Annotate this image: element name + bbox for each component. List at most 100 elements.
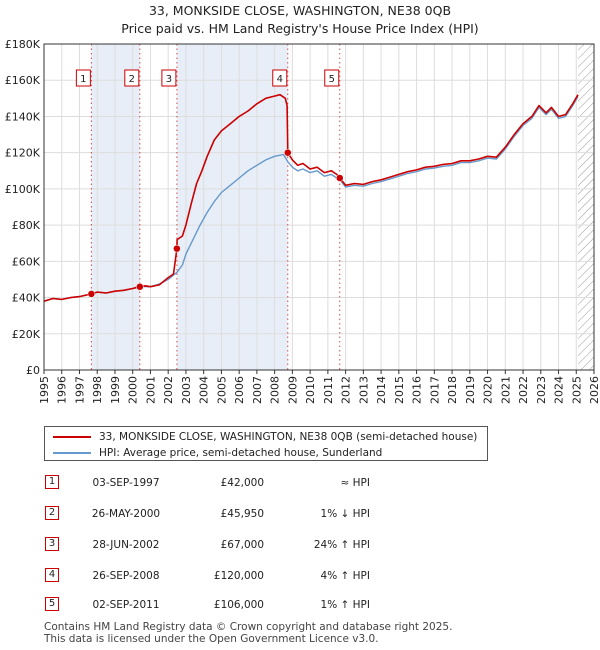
x-tick-label: 2011 [322,376,335,404]
y-tick-label: £0 [26,364,40,377]
x-tick-label: 2025 [570,376,583,404]
sale-label: 1 [80,74,86,85]
sale-point [136,283,144,291]
price-chart: 1 2 3 4 5 £0£20K£40K£60K£80K£100K£120K£140K£… [5,38,600,404]
title-line-1: 33, MONKSIDE CLOSE, WASHINGTON, NE38 0QB [148,3,452,18]
plot-frame [43,43,595,371]
sale-label-box [272,69,288,87]
x-tick-label: 2001 [144,376,157,404]
sale-date: 26-SEP-2008 [92,570,160,582]
sale-label: 3 [166,74,172,85]
footer: Contains HM Land Registry data © Crown c… [44,621,452,645]
sale-number-badge: 5 [45,597,59,611]
footer-line-1: Contains HM Land Registry data © Crown c… [44,621,453,633]
sale-date: 26-MAY-2000 [91,508,161,520]
sale-price: £67,000 [220,539,264,551]
x-tick-label: 2024 [553,376,566,404]
sale-shade-band [176,44,288,370]
sale-label: 4 [277,74,283,85]
y-tick-label: £60K [12,255,41,268]
sale-point [336,174,344,182]
sale-hpi-diff: ≈ HPI [340,477,370,489]
sale-number-badge: 4 [45,568,59,582]
x-tick-label: 2017 [428,376,441,404]
x-tick-label: 1998 [91,376,104,404]
sale-markers: 1 2 3 4 5 [75,69,344,298]
footer-line-2: This data is licensed under the Open Gov… [44,633,379,645]
x-tick-label: 2018 [446,376,459,404]
sale-label-box [75,69,91,87]
x-tick-label: 2004 [198,376,211,404]
y-tick-label: £180K [5,38,41,51]
sale-hpi-diff: 4% ↑ HPI [320,570,370,582]
x-tick-label: 2013 [357,376,370,404]
sale-price: £42,000 [220,477,264,489]
sale-price: £45,950 [220,508,264,520]
chart-title: 33, MONKSIDE CLOSE, WASHINGTON, NE38 0QB… [0,2,600,38]
sale-hpi-diff: 24% ↑ HPI [313,539,370,551]
legend-label-hpi: HPI: Average price, semi-detached house,… [99,447,383,459]
x-tick-label: 2003 [180,376,193,404]
y-tick-label: £120K [5,147,41,160]
sale-point [173,244,181,253]
legend-swatch-hpi [53,452,91,454]
x-tick-label: 1997 [73,376,86,404]
y-tick-label: £20K [12,328,41,341]
x-tick-label: 1999 [109,376,122,404]
sale-label: 2 [129,74,135,85]
sale-label-box [124,69,140,87]
legend: 33, MONKSIDE CLOSE, WASHINGTON, NE38 0QB… [44,426,488,461]
x-tick-label: 2014 [375,376,388,404]
sale-label: 5 [329,74,335,85]
sale-hpi-diff: 1% ↑ HPI [320,599,370,611]
sale-number-badge: 3 [45,537,59,551]
title-line-2: Price paid vs. HM Land Registry's House … [121,21,479,36]
sale-date: 28-JUN-2002 [92,539,160,551]
table-row: 2 26-MAY-2000 £45,950 1% ↓ HPI [44,505,444,523]
sale-date: 02-SEP-2011 [92,599,160,611]
y-tick-label: £140K [5,110,41,123]
table-row: 1 03-SEP-1997 £42,000 ≈ HPI [44,474,444,492]
legend-swatch-property [53,436,91,438]
x-tick-label: 2019 [464,376,477,404]
x-tick-label: 1996 [56,376,69,404]
shade-layer [91,44,594,370]
forecast-hatch [578,44,594,370]
sale-point [284,148,292,157]
x-tick-label: 2015 [393,376,406,404]
x-tick-label: 2020 [482,376,495,404]
table-row: 3 28-JUN-2002 £67,000 24% ↑ HPI [44,536,444,554]
sale-vlines [90,44,341,370]
y-tick-label: £160K [5,74,41,87]
table-row: 5 02-SEP-2011 £106,000 1% ↑ HPI [44,596,444,614]
sale-date: 03-SEP-1997 [92,477,160,489]
sale-number-badge: 2 [45,506,59,520]
sale-hpi-diff: 1% ↓ HPI [320,508,370,520]
sale-shade-band [91,44,140,370]
sale-price: £106,000 [213,599,264,611]
x-tick-label: 2026 [588,376,600,404]
x-tick-label: 2023 [535,376,548,404]
x-tick-label: 2021 [499,376,512,404]
x-tick-label: 2012 [340,376,353,404]
y-tick-label: £40K [12,292,41,305]
y-tick-label: £100K [5,183,41,196]
grid-layer [43,43,595,371]
axes: £0 £20K £40K £60K £80K £100K £120K £140K £160K £1… [5,38,600,404]
x-tick-label: 2000 [127,376,140,404]
sale-point [87,290,96,298]
x-tick-label: 2006 [233,376,246,404]
x-tick-label: 2005 [215,376,228,404]
x-tick-label: 2002 [162,376,175,404]
x-tick-label: 2007 [251,376,264,404]
x-tick-label: 1995 [38,376,51,404]
sale-number-badge: 1 [45,475,59,489]
legend-label-property: 33, MONKSIDE CLOSE, WASHINGTON, NE38 0QB… [99,431,478,443]
x-tick-label: 2008 [269,376,282,404]
x-tick-label: 2022 [517,376,530,404]
x-tick-label: 2009 [286,376,299,404]
x-tick-label: 2010 [304,376,317,404]
x-tick-label: 2016 [411,376,424,404]
sale-price: £120,000 [213,570,264,582]
sale-label-box [324,69,340,87]
